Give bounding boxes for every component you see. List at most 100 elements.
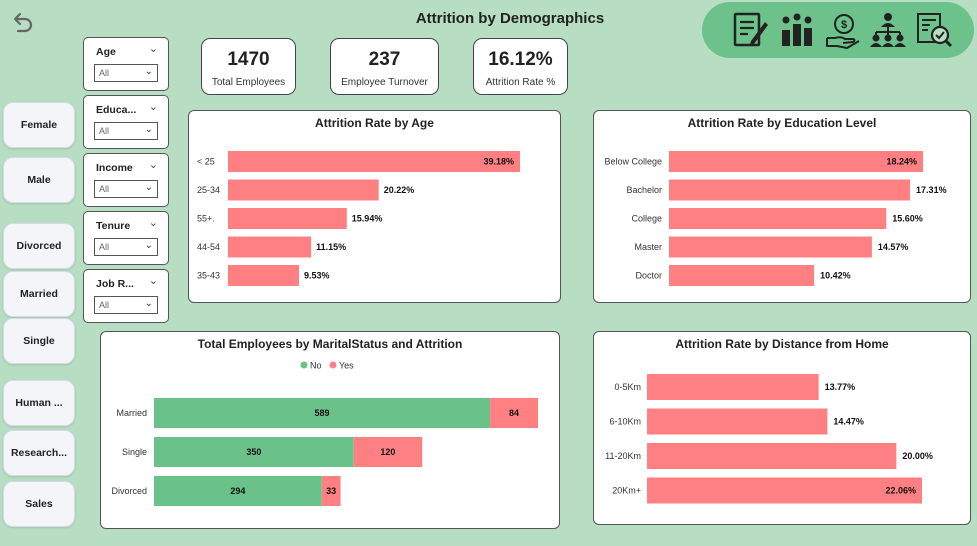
bar: [647, 408, 828, 435]
legend-marker: [300, 361, 308, 369]
category-label: 0-5Km: [614, 382, 641, 392]
bar: [669, 208, 887, 229]
bar-segment: [490, 398, 538, 428]
slicer-title: Age: [96, 46, 116, 58]
bar: [228, 151, 520, 172]
chevron-down-icon[interactable]: ⌄: [148, 101, 158, 113]
chevron-down-icon[interactable]: ⌄: [148, 275, 158, 287]
bar: [228, 179, 379, 201]
legend-marker: [329, 361, 337, 369]
slicer-title: Educa...: [96, 104, 137, 116]
chevron-down-icon[interactable]: ⌄: [148, 43, 158, 55]
kpi-value: 16.12%: [488, 49, 553, 70]
bar: [669, 265, 815, 286]
report-icon[interactable]: [730, 10, 770, 50]
filter-button-sales[interactable]: Sales: [3, 481, 75, 527]
slicer-dropdown[interactable]: All ⌄: [94, 64, 158, 82]
kpi-attrition-rate: 16.12% Attrition Rate %: [473, 38, 568, 95]
category-label: 44-54: [197, 242, 220, 252]
slicer-job-role[interactable]: Job R... ⌄ All ⌄: [83, 269, 169, 323]
bar: [669, 236, 872, 258]
data-label: 15.94%: [352, 214, 383, 224]
slicer-dropdown[interactable]: All ⌄: [94, 296, 158, 314]
data-label: 120: [380, 447, 395, 457]
chart-title: Attrition Rate by Distance from Home: [675, 337, 889, 351]
filter-button-single[interactable]: Single: [3, 318, 75, 364]
chart-attrition-by-education: Attrition Rate by Education Level Below …: [593, 110, 971, 303]
data-label: 15.60%: [892, 214, 923, 224]
category-label: 20Km+: [612, 486, 641, 496]
category-label: Bachelor: [626, 185, 662, 195]
chart-attrition-by-distance: Attrition Rate by Distance from Home 0-5…: [593, 331, 971, 525]
category-label: 55+.: [197, 214, 215, 224]
kpi-value: 237: [368, 49, 401, 70]
slicer-value: All: [99, 184, 110, 194]
slicer-dropdown[interactable]: All ⌄: [94, 122, 158, 140]
category-label: 6-10Km: [609, 417, 641, 427]
kpi-label: Employee Turnover: [341, 77, 428, 88]
hand-money-icon[interactable]: $: [823, 10, 863, 50]
slicer-dropdown[interactable]: All ⌄: [94, 238, 158, 256]
kpi-value: 1470: [227, 49, 270, 70]
filter-button-human-resources[interactable]: Human ...: [3, 380, 75, 426]
filter-button-male[interactable]: Male: [3, 157, 75, 203]
slicer-income[interactable]: Income ⌄ All ⌄: [83, 153, 169, 207]
data-label: 13.77%: [825, 382, 856, 392]
bar: [647, 443, 897, 469]
slicer-title: Job R...: [96, 278, 134, 290]
chart-employees-by-marital-status: Total Employees by MaritalStatus and Att…: [100, 331, 560, 529]
kpi-employee-turnover: 237 Employee Turnover: [330, 38, 439, 95]
bar-segment: [154, 476, 322, 506]
chevron-down-icon: ⌄: [144, 240, 153, 251]
slicer-value: All: [99, 242, 110, 252]
filter-button-female[interactable]: Female: [3, 102, 75, 148]
chevron-down-icon: ⌄: [144, 298, 153, 309]
category-label: Master: [634, 242, 662, 252]
bar-segment: [154, 398, 491, 428]
filter-button-research[interactable]: Research...: [3, 430, 75, 476]
org-chart-icon[interactable]: [868, 10, 908, 50]
slicer-dropdown[interactable]: All ⌄: [94, 180, 158, 198]
data-label: 84: [509, 408, 519, 418]
chart-canvas: No Yes Married 589 84 Single 350 120 Divorced 294…: [111, 361, 538, 506]
bar: [647, 477, 922, 504]
data-label: 294: [230, 486, 245, 496]
legend-label: Yes: [339, 361, 354, 371]
data-label: 10.42%: [820, 271, 851, 281]
category-label: 11-20Km: [605, 451, 641, 461]
chart-title: Attrition Rate by Age: [315, 116, 434, 130]
chevron-down-icon[interactable]: ⌄: [148, 159, 158, 171]
bar: [647, 374, 819, 400]
bar-segment: [321, 476, 341, 506]
data-label: 9.53%: [304, 271, 330, 281]
slicer-value: All: [99, 300, 110, 310]
slicer-value: All: [99, 126, 110, 136]
data-label: 20.00%: [902, 451, 933, 461]
bar: [228, 236, 312, 258]
data-label: 14.47%: [833, 417, 864, 427]
kpi-total-employees: 1470 Total Employees: [201, 38, 296, 95]
chart-title: Total Employees by MaritalStatus and Att…: [197, 337, 463, 351]
slicer-tenure[interactable]: Tenure ⌄ All ⌄: [83, 211, 169, 265]
data-label: 22.06%: [885, 486, 916, 496]
team-chart-icon[interactable]: [777, 10, 817, 50]
slicer-title: Income: [96, 162, 133, 174]
nav-bar: $: [702, 2, 974, 58]
data-label: 17.31%: [916, 185, 947, 195]
filter-button-married[interactable]: Married: [3, 271, 75, 317]
slicer-age[interactable]: Age ⌄ All ⌄: [83, 37, 169, 91]
data-label: 18.24%: [886, 157, 917, 167]
category-label: 35-43: [197, 271, 220, 281]
back-arrow-icon[interactable]: [10, 10, 34, 34]
bar: [228, 208, 347, 229]
slicer-title: Tenure: [96, 220, 131, 232]
slicer-value: All: [99, 68, 110, 78]
data-label: 350: [246, 447, 261, 457]
chevron-down-icon[interactable]: ⌄: [148, 217, 158, 229]
slicer-education[interactable]: Educa... ⌄ All ⌄: [83, 95, 169, 149]
chart-canvas: 0-5Km 13.77% 6-10Km 14.47% 11-20Km 20.00% 20Km…: [605, 374, 933, 504]
category-label: Married: [116, 408, 147, 418]
analysis-icon[interactable]: [914, 10, 954, 50]
data-label: 39.18%: [483, 157, 514, 167]
filter-button-divorced[interactable]: Divorced: [3, 223, 75, 269]
